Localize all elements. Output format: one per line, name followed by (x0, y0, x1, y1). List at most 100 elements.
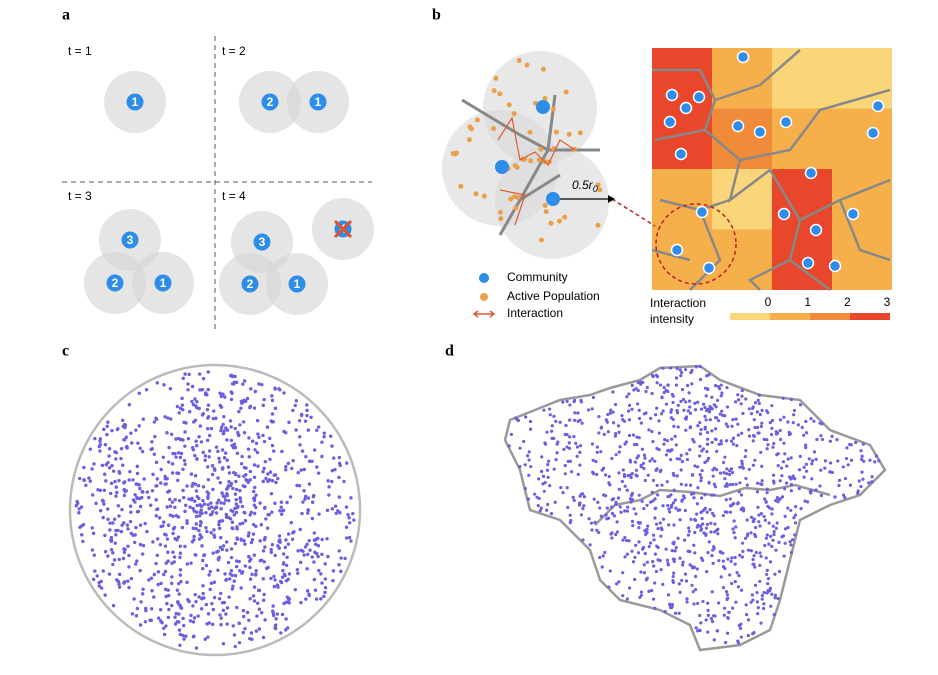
community-dot (725, 472, 729, 476)
arrowhead (608, 195, 615, 203)
community-dot (241, 521, 245, 525)
community-dot (178, 406, 183, 411)
community-dot (870, 475, 874, 479)
community-dot (634, 512, 638, 516)
community-dot (273, 626, 277, 630)
community-dot (201, 485, 206, 489)
community-dot (212, 580, 217, 584)
community-dot (523, 463, 527, 467)
community-dot (328, 434, 333, 438)
community-dot (229, 397, 234, 402)
community-dot (622, 419, 627, 423)
community-dot (696, 424, 700, 428)
community-dot (90, 467, 94, 471)
community-dot (158, 608, 163, 612)
community-dot (312, 531, 317, 535)
community-dot (528, 427, 533, 431)
community-dot (170, 471, 175, 475)
community-dot (242, 474, 246, 478)
community-dot (121, 463, 125, 467)
community-dot (719, 394, 723, 398)
community-dot (650, 429, 654, 434)
community-dot (217, 460, 222, 464)
community-dot (310, 459, 314, 463)
community-dot (674, 383, 679, 387)
community-dot (699, 496, 704, 500)
community-dot (290, 466, 294, 471)
community-dot (749, 531, 753, 535)
community-dot (575, 454, 579, 458)
community-dot (268, 470, 273, 474)
community-dot (755, 600, 759, 604)
community-dot (726, 424, 730, 429)
community-dot (719, 439, 723, 443)
community-dot (138, 486, 142, 491)
community (126, 93, 144, 111)
community-dot (701, 509, 705, 513)
community-dot (214, 505, 218, 509)
community-dot (176, 451, 181, 455)
community-dot (615, 582, 619, 586)
community-dot (243, 519, 248, 523)
community-dot (591, 395, 596, 400)
community-dot (698, 454, 702, 458)
heat-cell (832, 229, 892, 290)
community-id: 1 (160, 276, 167, 290)
community-dot (316, 554, 320, 559)
community-dot (304, 597, 308, 601)
community-dot (629, 475, 633, 480)
community-dot (281, 568, 285, 573)
community-dot (247, 554, 251, 559)
community-dot (273, 406, 278, 411)
community-dot (741, 549, 745, 553)
community-dot (595, 450, 599, 454)
community-dot (611, 497, 616, 501)
community-dot (837, 478, 842, 482)
community-dot (665, 480, 669, 484)
community-dot (744, 613, 749, 617)
community-dot (723, 477, 727, 481)
community-dot (614, 453, 618, 457)
community-dot (731, 417, 735, 422)
community-dot (333, 467, 337, 472)
community-dot (156, 507, 160, 511)
community-dot (601, 554, 605, 558)
community-dot (298, 527, 302, 532)
community-dot (330, 444, 334, 448)
community-dot (102, 427, 106, 432)
population (553, 129, 559, 135)
community-dot (199, 607, 204, 611)
community-dot (192, 634, 196, 638)
community-dot (220, 519, 225, 523)
community-dot (774, 432, 778, 436)
community-dot (726, 557, 730, 561)
community-dot (212, 409, 216, 413)
community-dot (563, 472, 567, 476)
community-dot (138, 623, 143, 627)
community-dot (305, 403, 309, 407)
community-dot (657, 448, 661, 452)
community-dot (635, 456, 639, 460)
community-dot (154, 514, 158, 518)
community-dot (221, 642, 226, 646)
community-dot (235, 536, 239, 540)
community-dot (233, 644, 238, 649)
community-dot (149, 576, 154, 580)
community-dot (659, 468, 663, 472)
community-dot (183, 430, 187, 434)
community-dot (257, 382, 261, 386)
community-dot (693, 551, 697, 555)
community-dot (542, 489, 546, 493)
community-dot (676, 403, 680, 407)
community-dot (232, 513, 236, 517)
community-dot (101, 515, 105, 520)
community-dot (128, 469, 132, 474)
community-dot (299, 468, 303, 472)
community-dot (656, 493, 660, 497)
community-dot (95, 574, 99, 578)
community-dot (121, 556, 126, 561)
community-dot (614, 532, 618, 537)
community-dot (713, 485, 717, 489)
community-dot (693, 464, 697, 468)
community-dot (93, 569, 97, 573)
